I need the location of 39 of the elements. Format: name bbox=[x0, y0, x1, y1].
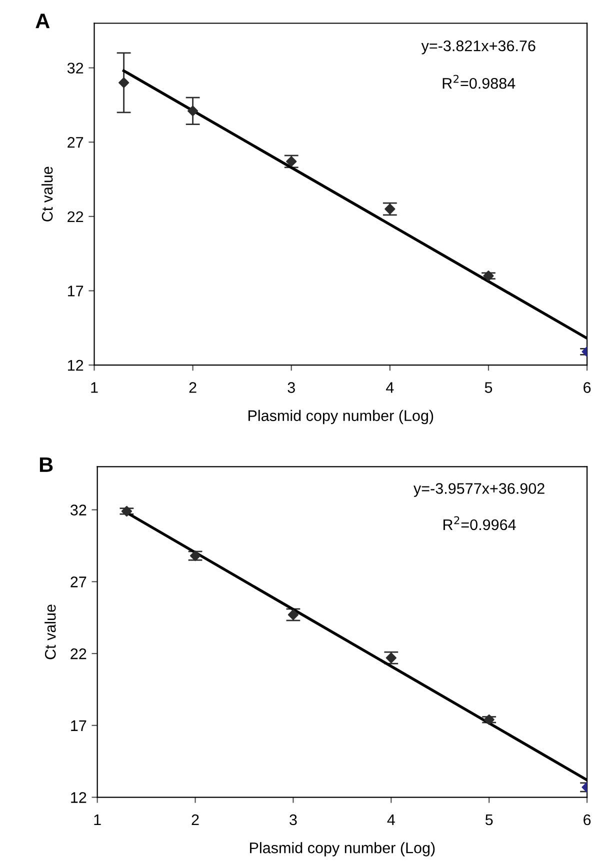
y-tick-label: 22 bbox=[68, 211, 84, 222]
x-tick-label: 2 bbox=[189, 382, 196, 393]
annotation: y=-3.821x+36.76 bbox=[421, 40, 536, 54]
y-tick-label: 27 bbox=[68, 137, 84, 148]
point bbox=[188, 106, 198, 116]
y-tick-label: 12 bbox=[68, 360, 84, 371]
point bbox=[386, 652, 396, 664]
y-axis-title: Ct value bbox=[44, 604, 56, 660]
x-tick-label: 4 bbox=[386, 382, 394, 393]
y-axis-title: Ct value bbox=[41, 166, 53, 222]
x-axis-title: Plasmid copy number (Log) bbox=[250, 842, 435, 856]
y-tick-label: 12 bbox=[71, 792, 86, 803]
chart-title: A bbox=[36, 14, 50, 28]
y-tick-label: 22 bbox=[70, 648, 86, 660]
chart-title: B bbox=[40, 458, 53, 472]
y-tick-label: 32 bbox=[67, 62, 84, 74]
x-tick-label: 3 bbox=[290, 814, 297, 826]
x-tick-label: 3 bbox=[288, 382, 295, 393]
point bbox=[384, 204, 396, 214]
y-tick-label: 17 bbox=[68, 286, 84, 296]
x-tick-label: 4 bbox=[387, 814, 395, 826]
x-tick-label: 5 bbox=[484, 382, 492, 393]
y-tick-label: 17 bbox=[71, 720, 86, 731]
x-tick-label: 6 bbox=[584, 814, 591, 826]
point bbox=[484, 714, 494, 725]
point bbox=[483, 270, 494, 282]
x-axis-title: Plasmid copy number (Log) bbox=[248, 410, 434, 424]
y-tick-label: 27 bbox=[70, 576, 86, 588]
annotation: R$^{2}$=0.9884 bbox=[442, 74, 516, 89]
point bbox=[286, 156, 297, 167]
x-tick-label: 1 bbox=[91, 382, 98, 393]
y-tick-label: 32 bbox=[70, 504, 86, 516]
annotation: R$^{2}$=0.9964 bbox=[444, 516, 516, 530]
x-tick-label: 2 bbox=[192, 814, 199, 826]
annotation: y=-3.9577x+36.902 bbox=[414, 483, 544, 497]
x-tick-label: 6 bbox=[584, 382, 591, 393]
point bbox=[118, 77, 130, 88]
x-tick-label: 1 bbox=[94, 814, 101, 826]
x-tick-label: 5 bbox=[485, 814, 493, 826]
